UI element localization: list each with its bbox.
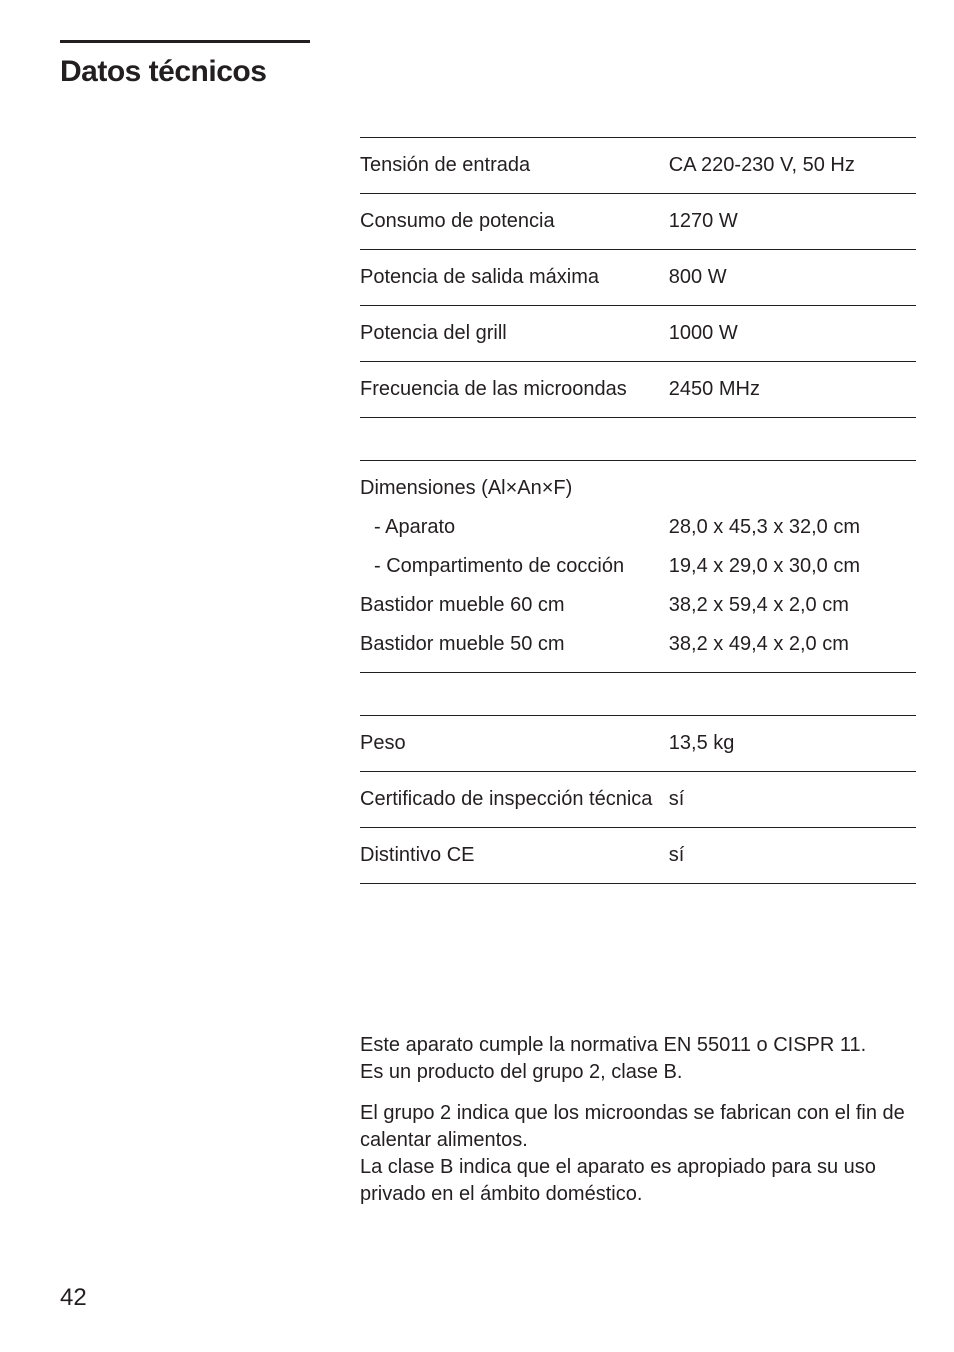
spec-label: Tensión de entrada [360,146,657,185]
spec-value: CA 220-230 V, 50 Hz [657,146,920,185]
table-row: Potencia del grill 1000 W [360,314,920,353]
spec-label: Bastidor mueble 60 cm [360,586,657,625]
paragraph: Este aparato cumple la normativa EN 5501… [360,1032,920,1086]
table-row: Certificado de inspección técnica sí [360,780,920,819]
page-number: 42 [60,1284,87,1312]
spec-value: 2450 MHz [657,370,920,409]
spec-label: Frecuencia de las microondas [360,370,657,409]
table-row: Distintivo CE sí [360,836,920,875]
spec-value: 800 W [657,258,920,297]
paragraph: El grupo 2 indica que los microondas se … [360,1100,920,1208]
spec-table-1: Tensión de entrada CA 220-230 V, 50 Hz C… [360,129,920,426]
spec-label: Consumo de potencia [360,202,657,241]
spec-label: - Compartimento de cocción [360,547,657,586]
spec-label: Distintivo CE [360,836,657,875]
spec-label: Peso [360,724,657,763]
spec-label: Potencia del grill [360,314,657,353]
spec-table-2: Dimensiones (Al×An×F) - Aparato 28,0 x 4… [360,436,920,681]
spec-value: 1270 W [657,202,920,241]
table-row: Peso 13,5 kg [360,724,920,763]
spec-table-3: Peso 13,5 kg Certificado de inspección t… [360,691,920,892]
spec-value: sí [657,780,920,819]
spec-label: Bastidor mueble 50 cm [360,625,657,664]
table-row: Dimensiones (Al×An×F) [360,469,920,508]
table-row: Potencia de salida máxima 800 W [360,258,920,297]
page: Datos técnicos Tensión de entrada CA 220… [0,0,954,1352]
table-row: - Compartimento de cocción 19,4 x 29,0 x… [360,547,920,586]
spec-value: 38,2 x 49,4 x 2,0 cm [657,625,920,664]
table-row: - Aparato 28,0 x 45,3 x 32,0 cm [360,508,920,547]
table-row: Bastidor mueble 50 cm 38,2 x 49,4 x 2,0 … [360,625,920,664]
page-title: Datos técnicos [60,55,904,89]
spec-label: Potencia de salida máxima [360,258,657,297]
spec-value: 38,2 x 59,4 x 2,0 cm [657,586,920,625]
spec-label: Certificado de inspección técnica [360,780,657,819]
spec-value [657,469,920,508]
spec-value: 28,0 x 45,3 x 32,0 cm [657,508,920,547]
spec-label: Dimensiones (Al×An×F) [360,469,657,508]
content-column: Tensión de entrada CA 220-230 V, 50 Hz C… [360,129,920,1208]
spec-value: 19,4 x 29,0 x 30,0 cm [657,547,920,586]
table-row: Frecuencia de las microondas 2450 MHz [360,370,920,409]
table-row: Consumo de potencia 1270 W [360,202,920,241]
top-rule [60,40,310,43]
spec-value: 13,5 kg [657,724,920,763]
table-row: Bastidor mueble 60 cm 38,2 x 59,4 x 2,0 … [360,586,920,625]
spec-value: 1000 W [657,314,920,353]
table-row: Tensión de entrada CA 220-230 V, 50 Hz [360,146,920,185]
body-text: Este aparato cumple la normativa EN 5501… [360,1032,920,1208]
spec-value: sí [657,836,920,875]
spec-label: - Aparato [360,508,657,547]
